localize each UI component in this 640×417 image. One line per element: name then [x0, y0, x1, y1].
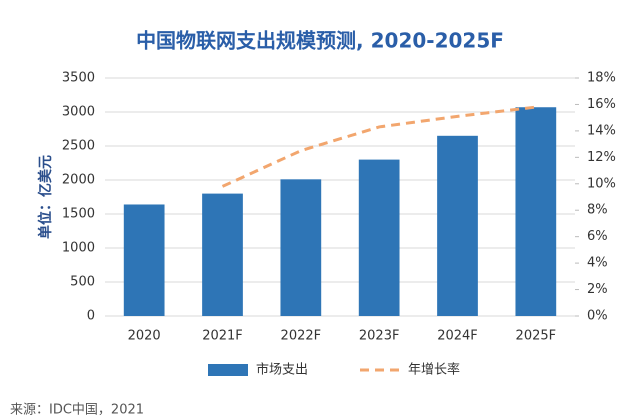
y2-tick-label: 10% [587, 176, 616, 191]
y2-tick-label: 18% [587, 71, 616, 86]
y2-tick-label: 2% [587, 282, 608, 297]
x-tick-label: 2021F [202, 329, 243, 344]
x-tick-label: 2020 [128, 329, 161, 344]
bar [280, 179, 322, 316]
y-axis-title: 单位：亿美元 [37, 155, 54, 239]
bar [358, 159, 400, 316]
x-tick-label: 2025F [516, 329, 557, 344]
y-tick-label: 1500 [62, 207, 95, 222]
legend-label: 年增长率 [408, 362, 460, 378]
x-tick-label: 2023F [359, 329, 400, 344]
x-tick-label: 2024F [437, 329, 478, 344]
x-tick-label: 2022F [281, 329, 322, 344]
source: 来源：IDC中国，2021 [10, 403, 144, 417]
y-tick-label: 3000 [62, 105, 95, 120]
y2-tick-label: 12% [587, 150, 616, 165]
y2-tick-label: 4% [587, 256, 608, 271]
y-tick-label: 1000 [62, 241, 95, 256]
y2-tick-label: 14% [587, 123, 616, 138]
y2-tick-label: 6% [587, 229, 608, 244]
y-tick-label: 500 [70, 275, 95, 290]
legend-label: 市场支出 [256, 362, 308, 378]
growth-line [221, 105, 537, 188]
bar [202, 193, 243, 316]
chart-title: 中国物联网支出规模预测, 2020-2025F [136, 29, 504, 53]
y-tick-label: 0 [87, 309, 95, 324]
bar [515, 107, 557, 317]
y-tick-label: 2500 [62, 139, 95, 154]
y2-tick-label: 0% [587, 309, 608, 324]
y-tick-label: 2000 [62, 173, 95, 188]
y2-tick-label: 8% [587, 203, 608, 218]
bar [437, 135, 478, 316]
y-tick-label: 3500 [62, 71, 95, 86]
y2-tick-label: 16% [587, 97, 616, 112]
legend-swatch [208, 364, 248, 376]
bar [123, 204, 165, 316]
